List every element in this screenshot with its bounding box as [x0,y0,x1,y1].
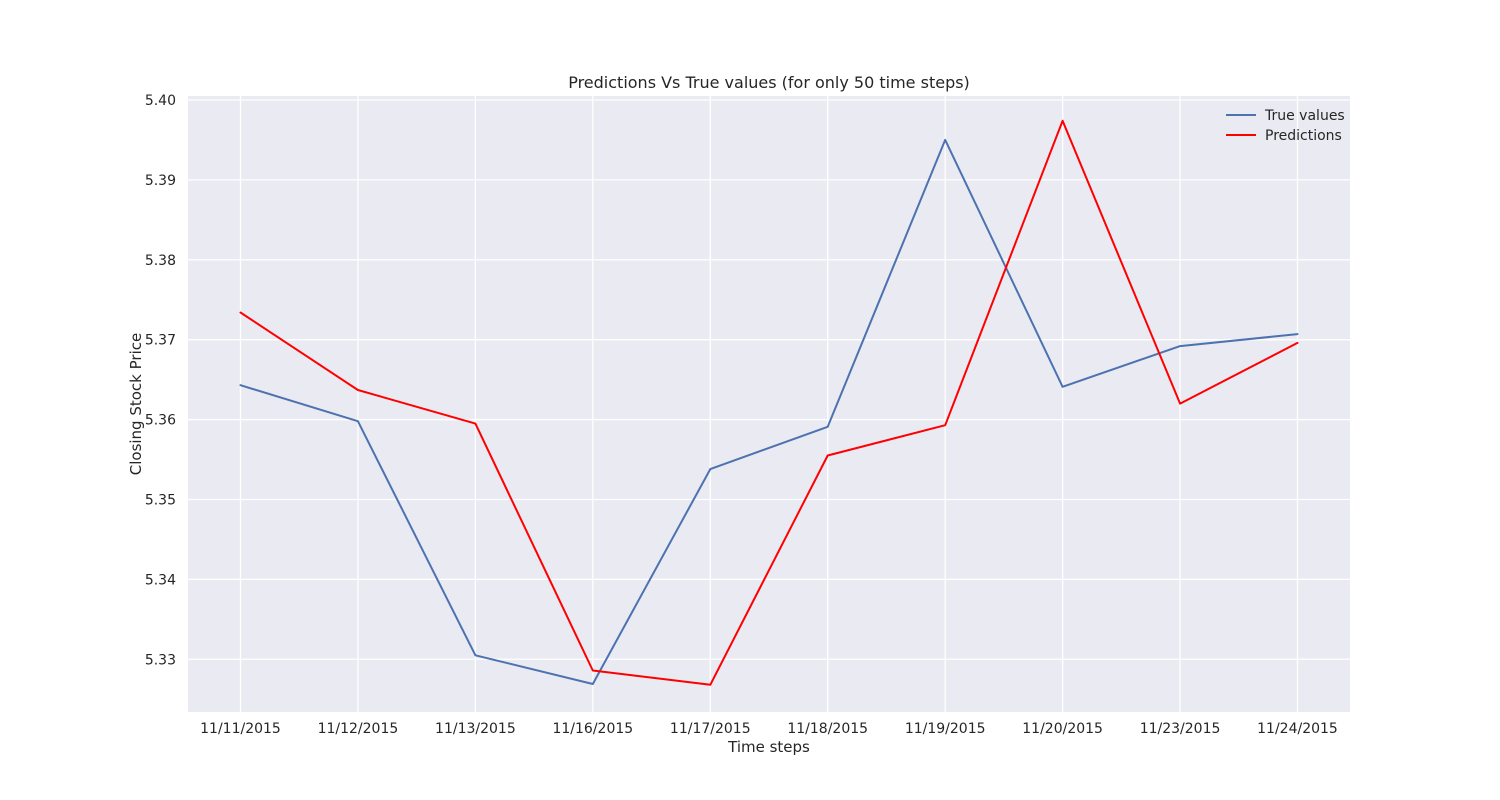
x-tick-label: 11/11/2015 [200,721,281,737]
y-tick-label: 5.36 [145,413,176,429]
x-tick-label: 11/17/2015 [670,721,751,737]
y-tick-label: 5.38 [145,253,176,269]
y-tick-label: 5.40 [145,93,176,109]
y-tick-label: 5.33 [145,652,176,668]
x-tick-label: 11/16/2015 [552,721,633,737]
y-tick-label: 5.37 [145,333,176,349]
y-tick-labels: 5.33 5.34 5.35 5.36 5.37 5.38 5.39 5.40 [145,93,176,668]
legend-label-predictions: Predictions [1265,128,1342,144]
x-tick-label: 11/19/2015 [905,721,986,737]
y-tick-label: 5.39 [145,173,176,189]
chart-title: Predictions Vs True values (for only 50 … [568,73,970,92]
x-tick-label: 11/18/2015 [787,721,868,737]
x-tick-labels: 11/11/2015 11/12/2015 11/13/2015 11/16/2015… [200,721,1338,737]
legend: True values Predictions [1226,108,1345,144]
x-tick-label: 11/13/2015 [435,721,516,737]
x-tick-label: 11/24/2015 [1257,721,1338,737]
x-tick-label: 11/20/2015 [1022,721,1103,737]
series-line-true-values [239,138,1299,685]
y-axis-label: Closing Stock Price [127,333,145,475]
x-axis-label: Time steps [727,738,810,756]
legend-label-true-values: True values [1264,108,1345,124]
grid-lines [188,96,1350,712]
x-tick-label: 11/12/2015 [318,721,399,737]
series-lines [239,119,1299,686]
series-line-predictions [239,119,1299,686]
plot-background [188,96,1350,712]
y-tick-label: 5.34 [145,572,176,588]
y-tick-label: 5.35 [145,492,176,508]
x-tick-label: 11/23/2015 [1140,721,1221,737]
